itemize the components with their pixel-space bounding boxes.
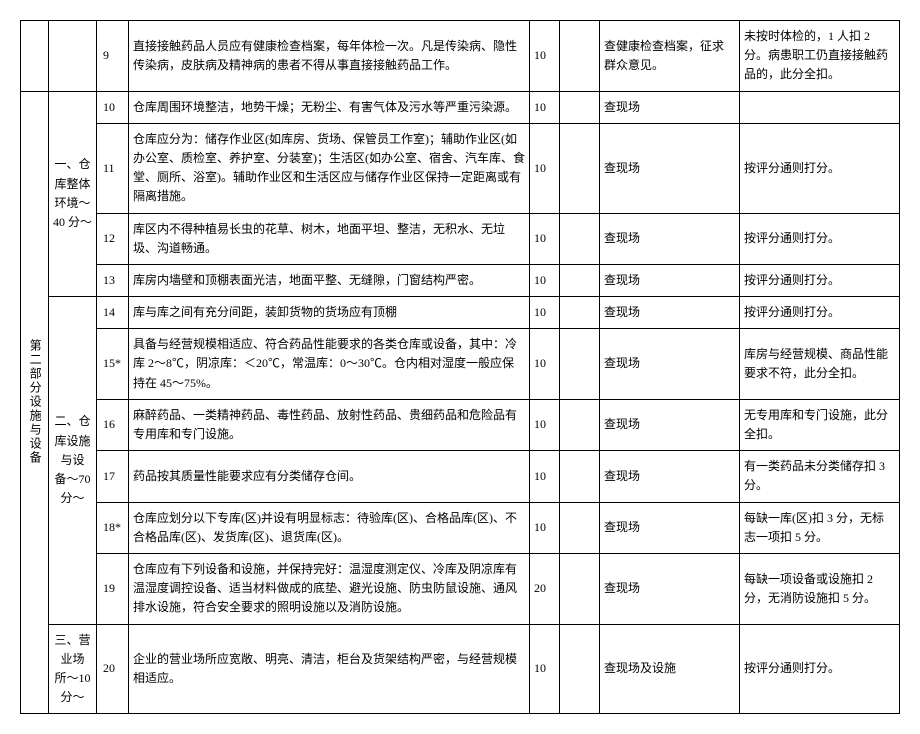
score-cell: 10 [530,624,560,714]
remark-cell [740,91,900,123]
check-method-cell: 查现场 [600,399,740,450]
row-number: 17 [97,451,129,502]
check-method-cell: 查现场及设施 [600,624,740,714]
table-row: 16 麻醉药品、一类精神药品、毒性药品、放射性药品、贵细药品和危险品有专用库和专… [21,399,900,450]
description-cell: 库房内墙壁和顶棚表面光洁，地面平整、无缝隙，门窗结构严密。 [129,264,530,296]
table-row: 13 库房内墙壁和顶棚表面光洁，地面平整、无缝隙，门窗结构严密。 10 查现场 … [21,264,900,296]
description-cell: 具备与经营规模相适应、符合药品性能要求的各类仓库或设备，其中：冷库 2～8℃，阴… [129,329,530,400]
score-cell: 10 [530,329,560,400]
score-cell: 10 [530,264,560,296]
blank-cell [560,123,600,213]
description-cell: 仓库应划分以下专库(区)并设有明显标志：待验库(区)、合格品库(区)、不合格品库… [129,502,530,553]
table-row: 17 药品按其质量性能要求应有分类储存仓间。 10 查现场 有一类药品未分类储存… [21,451,900,502]
check-method-cell: 查现场 [600,264,740,296]
row-number: 19 [97,553,129,624]
section-label: 一、仓库整体环境〜40 分〜 [49,91,97,297]
remark-cell: 按评分通则打分。 [740,624,900,714]
blank-cell [560,297,600,329]
score-cell: 10 [530,91,560,123]
check-method-cell: 查现场 [600,451,740,502]
remark-cell: 按评分通则打分。 [740,264,900,296]
score-cell: 10 [530,502,560,553]
score-cell: 10 [530,297,560,329]
table-row: 11 仓库应分为：储存作业区(如库房、货场、保管员工作室)；辅助作业区(如办公室… [21,123,900,213]
score-cell: 20 [530,553,560,624]
table-row: 三、营业场所〜10 分〜 20 企业的营业场所应宽敞、明亮、清洁，柜台及货架结构… [21,624,900,714]
row-number: 14 [97,297,129,329]
description-cell: 仓库应分为：储存作业区(如库房、货场、保管员工作室)；辅助作业区(如办公室、质检… [129,123,530,213]
table-row: 12 库区内不得种植易长虫的花草、树木，地面平坦、整洁，无积水、无垃圾、沟道畅通… [21,213,900,264]
table-row: 第二部分设施与设备 一、仓库整体环境〜40 分〜 10 仓库周围环境整洁，地势干… [21,91,900,123]
description-cell: 直接接触药品人员应有健康检查档案，每年体检一次。凡是传染病、隐性传染病，皮肤病及… [129,21,530,92]
remark-cell: 库房与经营规模、商品性能要求不符，此分全扣。 [740,329,900,400]
remark-cell: 按评分通则打分。 [740,123,900,213]
row-number: 16 [97,399,129,450]
check-method-cell: 查现场 [600,502,740,553]
blank-cell [560,91,600,123]
check-method-cell: 查现场 [600,553,740,624]
blank-cell [21,21,49,92]
description-cell: 麻醉药品、一类精神药品、毒性药品、放射性药品、贵细药品和危险品有专用库和专门设施… [129,399,530,450]
check-method-cell: 查现场 [600,329,740,400]
score-cell: 10 [530,123,560,213]
table-row: 18* 仓库应划分以下专库(区)并设有明显标志：待验库(区)、合格品库(区)、不… [21,502,900,553]
score-cell: 10 [530,451,560,502]
row-number: 20 [97,624,129,714]
blank-cell [560,624,600,714]
description-cell: 库区内不得种植易长虫的花草、树木，地面平坦、整洁，无积水、无垃圾、沟道畅通。 [129,213,530,264]
row-number: 10 [97,91,129,123]
blank-cell [49,21,97,92]
row-number: 15* [97,329,129,400]
score-cell: 10 [530,213,560,264]
remark-cell: 按评分通则打分。 [740,213,900,264]
check-method-cell: 查现场 [600,123,740,213]
score-cell: 10 [530,21,560,92]
remark-cell: 无专用库和专门设施，此分全扣。 [740,399,900,450]
remark-cell: 每缺一库(区)扣 3 分，无标志一项扣 5 分。 [740,502,900,553]
check-method-cell: 查现场 [600,91,740,123]
blank-cell [560,399,600,450]
description-cell: 企业的营业场所应宽敞、明亮、清洁，柜台及货架结构严密，与经营规模相适应。 [129,624,530,714]
row-number: 12 [97,213,129,264]
check-method-cell: 查健康检查档案，征求群众意见。 [600,21,740,92]
blank-cell [560,451,600,502]
blank-cell [560,553,600,624]
part-label: 第二部分设施与设备 [21,91,49,714]
evaluation-table: 9 直接接触药品人员应有健康检查档案，每年体检一次。凡是传染病、隐性传染病，皮肤… [20,20,900,714]
row-number: 9 [97,21,129,92]
table-row: 二、仓库设施与设备〜70 分〜 14 库与库之间有充分间距，装卸货物的货场应有顶… [21,297,900,329]
row-number: 13 [97,264,129,296]
score-cell: 10 [530,399,560,450]
check-method-cell: 查现场 [600,297,740,329]
blank-cell [560,329,600,400]
blank-cell [560,264,600,296]
description-cell: 仓库周围环境整洁，地势干燥；无粉尘、有害气体及污水等严重污染源。 [129,91,530,123]
check-method-cell: 查现场 [600,213,740,264]
remark-cell: 每缺一项设备或设施扣 2 分，无消防设施扣 5 分。 [740,553,900,624]
section-label: 三、营业场所〜10 分〜 [49,624,97,714]
remark-cell: 按评分通则打分。 [740,297,900,329]
table-row: 15* 具备与经营规模相适应、符合药品性能要求的各类仓库或设备，其中：冷库 2～… [21,329,900,400]
description-cell: 仓库应有下列设备和设施，并保持完好：温湿度测定仪、冷库及阴凉库有温湿度调控设备、… [129,553,530,624]
description-cell: 药品按其质量性能要求应有分类储存仓间。 [129,451,530,502]
blank-cell [560,21,600,92]
blank-cell [560,502,600,553]
row-number: 18* [97,502,129,553]
row-number: 11 [97,123,129,213]
section-label: 二、仓库设施与设备〜70 分〜 [49,297,97,624]
blank-cell [560,213,600,264]
table-row: 19 仓库应有下列设备和设施，并保持完好：温湿度测定仪、冷库及阴凉库有温湿度调控… [21,553,900,624]
description-cell: 库与库之间有充分间距，装卸货物的货场应有顶棚 [129,297,530,329]
table-row: 9 直接接触药品人员应有健康检查档案，每年体检一次。凡是传染病、隐性传染病，皮肤… [21,21,900,92]
remark-cell: 有一类药品未分类储存扣 3 分。 [740,451,900,502]
remark-cell: 未按时体检的，1 人扣 2 分。病患职工仍直接接触药品的，此分全扣。 [740,21,900,92]
